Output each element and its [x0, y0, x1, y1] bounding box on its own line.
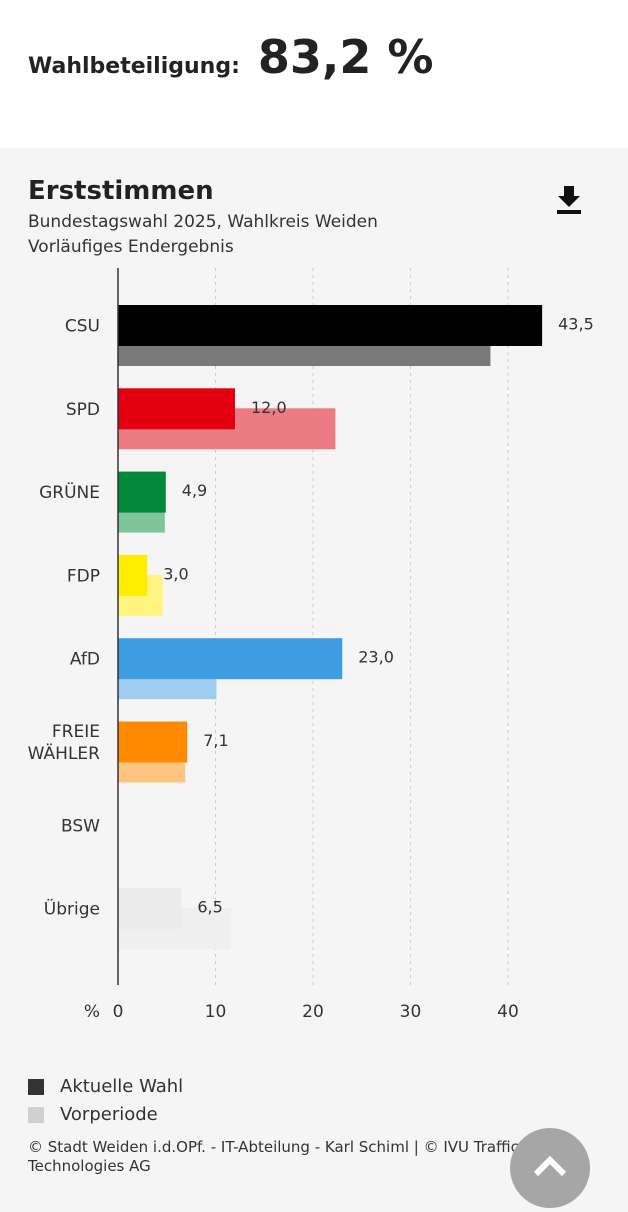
- value-label: 3,0: [163, 564, 188, 583]
- bar-current-freie-wähler: [118, 721, 188, 763]
- turnout-value: 83,2 %: [257, 30, 434, 84]
- category-label: WÄHLER: [28, 743, 101, 764]
- bar-current-afd: [118, 638, 343, 680]
- turnout-panel: Wahlbeteiligung: 83,2 %: [0, 0, 628, 148]
- legend-swatch-current: [28, 1078, 44, 1095]
- scroll-to-top-button[interactable]: [510, 1128, 590, 1208]
- value-label: 7,1: [203, 731, 228, 750]
- category-label: SPD: [66, 400, 100, 420]
- category-label: FREIE: [52, 722, 100, 742]
- category-label: CSU: [65, 317, 100, 337]
- bar-current-grüne: [118, 471, 166, 513]
- chevron-up-icon: [533, 1155, 567, 1177]
- value-label: 12,0: [251, 398, 287, 417]
- bar-chart: CSU 43,5 SPD 12,0 GRÜNE 4,9 FDP 3,0 AfD 23,0 FREIE…: [28, 268, 594, 1022]
- legend-current: Aktuelle Wahl: [28, 1076, 183, 1097]
- legend-label-previous: Vorperiode: [60, 1104, 158, 1125]
- category-label: FDP: [67, 566, 100, 586]
- x-tick-label: 0: [113, 1002, 124, 1022]
- chart-subtitle: Bundestagswahl 2025, Wahlkreis Weiden: [28, 212, 378, 232]
- category-label: GRÜNE: [39, 481, 100, 503]
- category-label: Übrige: [44, 898, 100, 920]
- x-tick-label: 10: [205, 1002, 227, 1022]
- category-label: BSW: [61, 816, 100, 836]
- value-label: 4,9: [182, 481, 207, 500]
- x-tick-label: 20: [302, 1002, 324, 1022]
- download-icon[interactable]: [552, 182, 586, 216]
- turnout-label: Wahlbeteiligung:: [28, 54, 240, 79]
- x-tick-label: 40: [497, 1002, 519, 1022]
- x-axis-unit: %: [84, 1002, 100, 1022]
- turnout: Wahlbeteiligung: 83,2 %: [28, 30, 434, 84]
- value-label: 6,5: [197, 898, 222, 917]
- bar-current-csu: [118, 305, 543, 346]
- value-label: 23,0: [358, 648, 394, 667]
- bar-current-fdp: [118, 554, 148, 596]
- chart-title: Erststimmen: [28, 176, 214, 206]
- value-label: 43,5: [558, 315, 594, 334]
- legend-swatch-previous: [28, 1106, 44, 1123]
- category-label: AfD: [70, 650, 100, 670]
- bar-current-spd: [118, 388, 235, 430]
- legend-previous: Vorperiode: [28, 1104, 158, 1125]
- chart-status: Vorläufiges Endergebnis: [28, 237, 234, 257]
- legend-label-current: Aktuelle Wahl: [60, 1076, 184, 1097]
- copyright-footer: © Stadt Weiden i.d.OPf. - IT-Abteilung -…: [28, 1138, 519, 1175]
- x-tick-label: 30: [400, 1002, 422, 1022]
- bar-current-übrige: [118, 888, 182, 930]
